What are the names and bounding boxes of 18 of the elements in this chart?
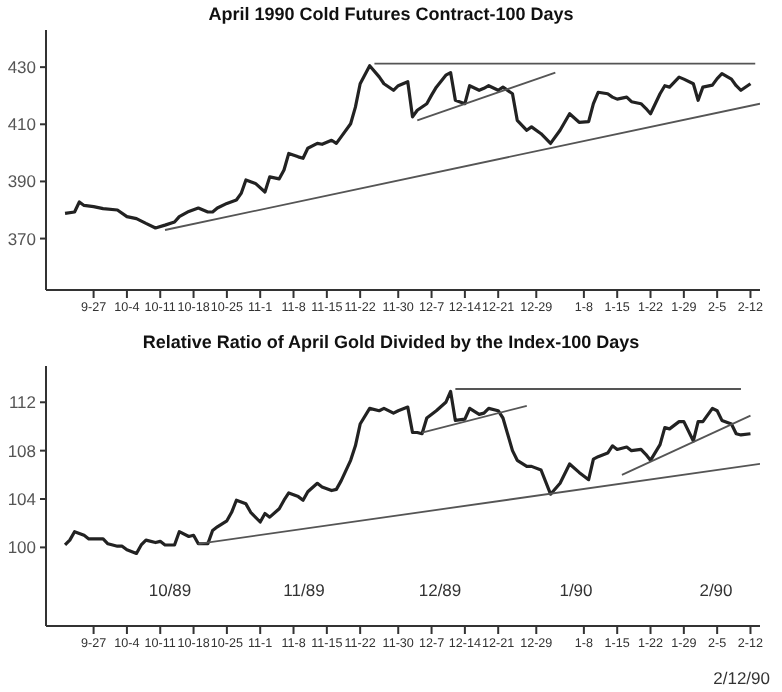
- y-tick-label: 430: [7, 57, 37, 78]
- y-tick-label: 104: [7, 489, 37, 510]
- annotation: 10/89: [146, 578, 194, 602]
- y-tick-label: 100: [7, 537, 37, 558]
- annotation: 11/89: [281, 578, 327, 602]
- chart-title: Relative Ratio of April Gold Divided by the Index-100 Days: [140, 330, 642, 356]
- annotation: 1/90: [557, 578, 595, 602]
- y-tick-label: 112: [8, 392, 37, 413]
- y-tick-label: 390: [7, 171, 37, 192]
- y-tick-label: 108: [7, 440, 37, 461]
- y-tick-label: 370: [7, 228, 37, 249]
- line-series: [63, 389, 753, 556]
- text: 2/12/90: [711, 666, 772, 690]
- annotation: 12/89: [416, 578, 464, 602]
- y-tick-label: 410: [7, 114, 37, 135]
- line-series: [63, 64, 753, 230]
- chart-title: April 1990 Cold Futures Contract-100 Days: [206, 2, 576, 28]
- annotation: 2/90: [697, 578, 735, 602]
